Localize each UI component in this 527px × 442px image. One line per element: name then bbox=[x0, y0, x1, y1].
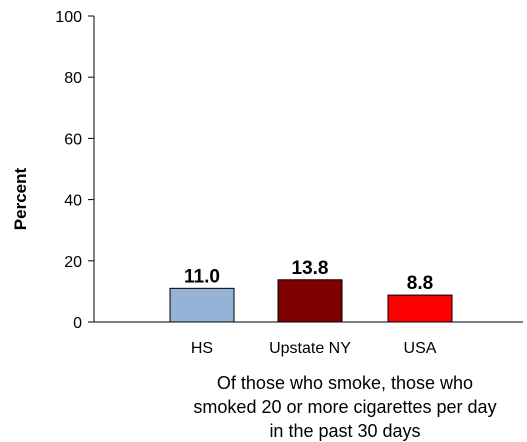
category-label: Upstate NY bbox=[269, 340, 351, 357]
y-axis-ticks: 0 20 40 60 80 100 bbox=[55, 9, 94, 332]
data-label: 13.8 bbox=[292, 258, 329, 279]
bar bbox=[169, 287, 235, 323]
bar bbox=[277, 279, 343, 323]
x-axis-label-line: smoked 20 or more cigarettes per day bbox=[193, 397, 496, 417]
y-tick-label: 60 bbox=[64, 131, 82, 148]
bars bbox=[169, 279, 453, 323]
y-tick-label: 0 bbox=[73, 315, 82, 332]
y-tick-label: 100 bbox=[55, 9, 82, 26]
data-labels: 11.0 13.8 8.8 bbox=[184, 258, 433, 294]
category-label: HS bbox=[191, 340, 213, 357]
y-tick-label: 20 bbox=[64, 254, 82, 271]
y-axis-label: Percent bbox=[11, 167, 30, 230]
category-label: USA bbox=[404, 340, 437, 357]
x-axis-label-line: Of those who smoke, those who bbox=[217, 373, 473, 393]
x-axis-label: Of those who smoke, those who smoked 20 o… bbox=[193, 373, 496, 441]
x-axis-label-line: in the past 30 days bbox=[269, 421, 420, 441]
data-label: 11.0 bbox=[184, 266, 220, 287]
bar bbox=[387, 294, 453, 323]
y-tick-label: 40 bbox=[64, 193, 82, 210]
category-labels: HS Upstate NY USA bbox=[191, 340, 437, 357]
data-label: 8.8 bbox=[407, 273, 433, 294]
y-tick-label: 80 bbox=[64, 70, 82, 87]
